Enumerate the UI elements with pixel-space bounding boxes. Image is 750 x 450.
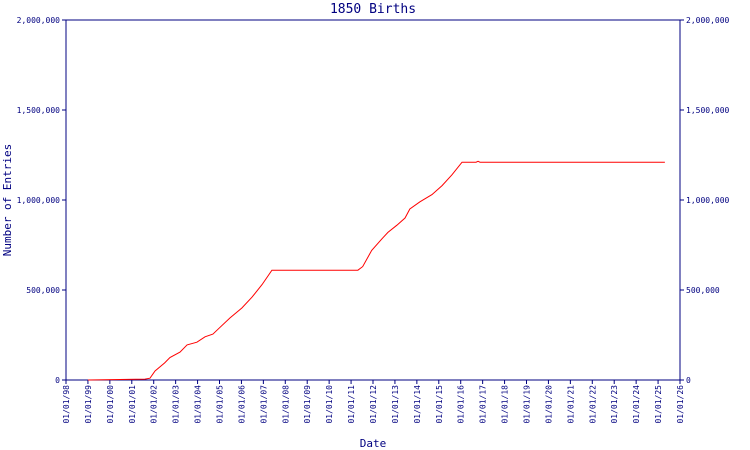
x-tick-label: 01/01/14 xyxy=(413,385,422,424)
x-tick-label: 01/01/16 xyxy=(457,385,466,424)
x-tick-label: 01/01/18 xyxy=(501,385,510,424)
x-tick-label: 01/01/23 xyxy=(610,385,619,424)
y-tick-label: 2,000,000 xyxy=(17,16,61,25)
x-tick-label: 01/01/04 xyxy=(194,385,203,424)
plot-frame xyxy=(65,19,681,381)
x-tick-label: 01/01/15 xyxy=(435,385,444,424)
x-tick-label: 01/01/22 xyxy=(588,385,597,424)
x-tick-label: 01/01/99 xyxy=(84,385,93,424)
y2-tick-label: 500,000 xyxy=(686,286,720,295)
chart-title: 1850 Births xyxy=(330,2,416,17)
x-tick-label: 01/01/00 xyxy=(106,385,115,424)
x-tick-label: 01/01/09 xyxy=(303,385,312,424)
x-tick-label: 01/01/06 xyxy=(237,385,246,424)
x-tick-label: 01/01/98 xyxy=(62,385,71,424)
x-axis-label: Date xyxy=(360,437,387,450)
x-tick-label: 01/01/24 xyxy=(632,385,641,424)
data-line xyxy=(87,160,665,381)
x-tick-label: 01/01/13 xyxy=(391,385,400,424)
x-tick-label: 01/01/03 xyxy=(172,385,181,424)
x-tick-label: 01/01/26 xyxy=(676,385,685,424)
y2-tick-label: 1,500,000 xyxy=(686,106,730,115)
x-tick-label: 01/01/12 xyxy=(369,385,378,424)
y2-tick-label: 0 xyxy=(686,376,691,385)
x-tick-label: 01/01/08 xyxy=(281,385,290,424)
y2-tick-label: 1,000,000 xyxy=(686,196,730,205)
y-tick-label: 500,000 xyxy=(26,286,60,295)
x-tick-label: 01/01/25 xyxy=(654,385,663,424)
y-tick-label: 0 xyxy=(55,376,60,385)
y-axis-label: Number of Entries xyxy=(1,144,14,257)
x-tick-label: 01/01/20 xyxy=(544,385,553,424)
x-tick-label: 01/01/05 xyxy=(216,385,225,424)
y-tick-label: 1,000,000 xyxy=(17,196,61,205)
x-tick-label: 01/01/01 xyxy=(128,385,137,424)
y2-tick-label: 2,000,000 xyxy=(686,16,730,25)
x-tick-label: 01/01/02 xyxy=(150,385,159,424)
x-tick-label: 01/01/17 xyxy=(479,385,488,424)
x-tick-label: 01/01/21 xyxy=(566,385,575,424)
x-tick-label: 01/01/19 xyxy=(523,385,532,424)
y-tick-label: 1,500,000 xyxy=(17,106,61,115)
x-tick-label: 01/01/11 xyxy=(347,385,356,424)
x-tick-label: 01/01/10 xyxy=(325,385,334,424)
x-tick-label: 01/01/07 xyxy=(259,385,268,424)
